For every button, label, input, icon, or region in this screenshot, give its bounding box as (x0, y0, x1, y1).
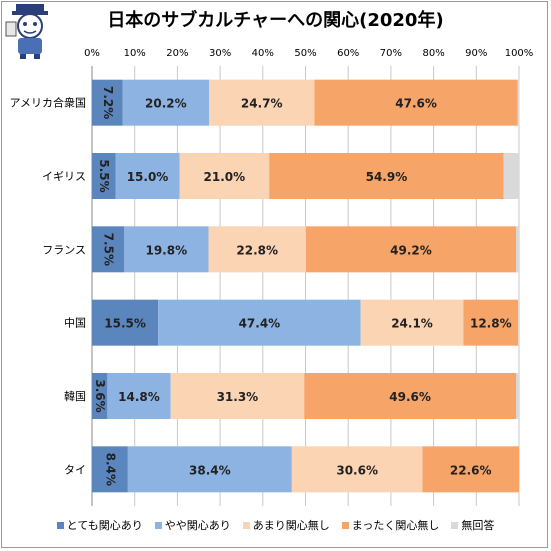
legend-swatch (242, 521, 250, 529)
bar-segment (115, 153, 180, 199)
x-tick-label: 100% (505, 48, 534, 59)
bar-segment (127, 446, 292, 493)
bar-segment (463, 299, 519, 346)
chart-title: 日本のサブカルチャーへの関心(2020年) (107, 10, 444, 31)
bar-segment (179, 153, 270, 199)
data-label: 15.5% (104, 317, 146, 331)
bar-segment (92, 79, 123, 126)
x-tick-label: 30% (209, 48, 231, 59)
data-label: 38.4% (189, 463, 231, 477)
legend-item: あまり関心無し (242, 517, 330, 533)
category-label: フランス (42, 243, 86, 256)
data-label: 22.6% (450, 463, 492, 477)
data-label: 24.7% (241, 97, 283, 111)
data-label: 30.6% (336, 463, 378, 477)
bar-segment (517, 79, 520, 126)
data-label: 49.2% (390, 243, 432, 257)
legend-swatch (56, 521, 64, 529)
bar-segment (516, 373, 519, 419)
x-tick-label: 0% (84, 48, 100, 59)
bar-segment (305, 226, 517, 273)
x-tick-label: 50% (294, 48, 316, 59)
data-label: 21.0% (204, 170, 246, 184)
legend-item: やや関心あり (154, 517, 231, 533)
bar-segment (92, 299, 159, 346)
bar-segment (360, 299, 464, 346)
x-tick-label: 10% (124, 48, 146, 59)
legend-swatch (154, 521, 162, 529)
data-label: 7.5% (102, 233, 116, 266)
x-tick-label: 40% (252, 48, 274, 59)
category-label: タイ (64, 463, 86, 476)
category-label: 中国 (64, 317, 86, 330)
data-label: 7.2% (101, 86, 115, 119)
data-label: 31.3% (217, 390, 259, 404)
mascot-logo (2, 2, 58, 60)
legend-label: まったく関心無し (351, 519, 440, 532)
legend-label: 無回答 (461, 519, 495, 532)
bar-segment (122, 79, 209, 126)
bar-segment (92, 373, 108, 419)
bar-segment (208, 79, 315, 126)
data-label: 22.8% (236, 243, 278, 257)
bar-segment (422, 446, 519, 493)
bar-segment (208, 226, 306, 273)
legend-swatch (451, 521, 459, 529)
data-label: 49.6% (389, 390, 431, 404)
bar-segment (304, 373, 517, 419)
category-label: アメリカ合衆国 (10, 96, 86, 110)
legend-item: とても関心あり (56, 517, 143, 533)
bar-segment (291, 446, 423, 493)
data-label: 3.6% (93, 379, 107, 412)
data-label: 24.1% (391, 317, 433, 331)
bar-segment (124, 226, 209, 273)
bar-segment (314, 79, 518, 126)
bar-segment (518, 299, 519, 346)
category-label: イギリス (42, 170, 86, 183)
legend-label: あまり関心無し (252, 519, 330, 532)
data-label: 14.8% (118, 390, 160, 404)
data-label: 8.4% (103, 453, 117, 486)
data-label: 19.8% (145, 243, 187, 257)
chart-legend: とても関心あり やや関心あり あまり関心無し まったく関心無し 無回答 (0, 517, 551, 533)
x-tick-label: 80% (422, 48, 444, 59)
bar-segment (503, 153, 519, 199)
data-label: 5.5% (97, 159, 111, 192)
legend-item: まったく関心無し (341, 517, 440, 533)
bar-segment (269, 153, 504, 199)
bar-segment (92, 153, 116, 199)
legend-label: とても関心あり (66, 519, 143, 532)
data-label: 20.2% (145, 97, 187, 111)
bar-segment (158, 299, 361, 346)
data-label: 12.8% (470, 317, 512, 331)
legend-swatch (341, 521, 349, 529)
data-label: 47.6% (395, 97, 437, 111)
category-label: 韓国 (64, 390, 86, 403)
data-label: 54.9% (366, 170, 408, 184)
bar-segment (92, 226, 125, 273)
bar-segment (170, 373, 305, 419)
x-tick-label: 70% (380, 48, 402, 59)
legend-item: 無回答 (451, 517, 494, 533)
bar-segment (516, 226, 519, 273)
legend-label: やや関心あり (164, 519, 231, 532)
x-tick-label: 90% (465, 48, 487, 59)
x-tick-label: 60% (337, 48, 359, 59)
data-label: 47.4% (239, 317, 281, 331)
data-label: 15.0% (127, 170, 169, 184)
bar-segment (92, 446, 128, 493)
x-tick-label: 20% (166, 48, 188, 59)
bar-segment (107, 373, 171, 419)
